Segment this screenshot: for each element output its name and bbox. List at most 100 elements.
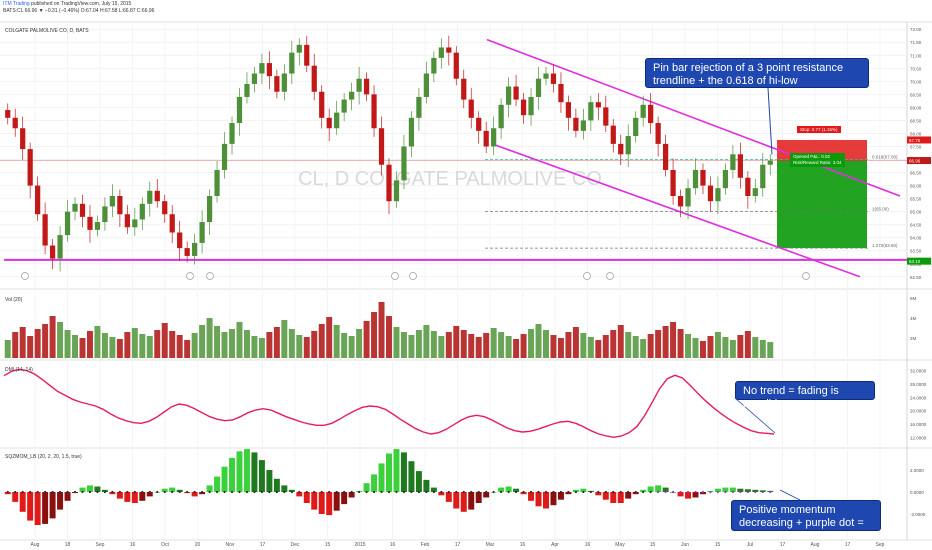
- candle-body: [760, 164, 766, 189]
- dmi-axis: 32.0000 28.0000 24.0000 20.0000 16.0000 12.00…: [910, 369, 927, 441]
- x-tick-label: May: [615, 542, 625, 548]
- squeeze-dot: [425, 490, 428, 494]
- momentum-bar: [12, 492, 19, 502]
- volume-bar: [281, 320, 288, 358]
- candle-body: [715, 188, 721, 202]
- squeeze-dot: [163, 490, 166, 494]
- event-marker: [186, 272, 194, 280]
- brand-link[interactable]: ITM Trading: [3, 1, 30, 7]
- candle-body: [431, 57, 437, 74]
- squeeze-dot: [29, 490, 32, 494]
- support-trendline: [491, 143, 861, 278]
- squeeze-dot: [559, 490, 563, 494]
- volume-bar: [445, 332, 452, 358]
- momentum-bar: [595, 492, 602, 496]
- volume-bar: [483, 333, 490, 358]
- volume-bar: [647, 334, 654, 358]
- momentum-bar: [535, 492, 542, 507]
- squeeze-dot: [253, 490, 256, 494]
- squeeze-dot: [522, 490, 525, 494]
- squeeze-dot: [724, 490, 727, 494]
- volume-bar: [363, 321, 370, 358]
- momentum-bar: [572, 489, 579, 492]
- candle-body: [363, 78, 370, 95]
- candle-body: [461, 78, 467, 100]
- squeeze-dot: [275, 490, 278, 494]
- x-tick-label: 17: [780, 542, 786, 548]
- momentum-bar: [236, 451, 243, 492]
- momentum-bar: [625, 492, 632, 499]
- price-badge: [907, 257, 931, 265]
- momentum-bar: [348, 492, 355, 498]
- volume-bar: [550, 335, 557, 358]
- volume-panel-title: Vol (20): [5, 297, 23, 303]
- squeeze-dot: [118, 490, 121, 494]
- momentum-bar: [64, 492, 71, 501]
- squeeze-dot: [298, 490, 301, 494]
- momentum-bar: [438, 492, 445, 496]
- volume-bar: [468, 334, 475, 358]
- candle-body: [483, 130, 489, 147]
- momentum-bar: [714, 488, 721, 492]
- momentum-bar: [79, 487, 86, 492]
- squeeze-dot: [290, 490, 293, 494]
- price-tick-label: 72.00: [910, 27, 922, 32]
- candle-body: [685, 188, 691, 207]
- volume-tick-label: 2M: [910, 336, 917, 341]
- candles: [5, 35, 773, 272]
- squeeze-dot: [103, 490, 107, 494]
- volume-bar: [221, 332, 228, 358]
- candle-body: [147, 190, 153, 204]
- squeeze-dot: [582, 490, 585, 494]
- fib-label: 1.272(63.60): [872, 243, 898, 248]
- squeeze-dot: [126, 490, 129, 494]
- price-tick-label: 66.00: [910, 184, 922, 189]
- squeeze-dot: [395, 490, 398, 494]
- volume-bar: [415, 330, 422, 358]
- x-tick-label: Feb: [421, 542, 430, 548]
- price-badge: [907, 136, 931, 144]
- volume-bar: [169, 331, 176, 358]
- squeeze-dot: [597, 490, 600, 494]
- momentum-bar: [116, 492, 123, 499]
- momentum-bar: [4, 492, 11, 495]
- volume-bar: [42, 324, 49, 358]
- volume-bar: [124, 332, 131, 358]
- candle-body: [677, 196, 684, 207]
- momentum-bar: [610, 492, 617, 503]
- momentum-bar: [400, 452, 407, 492]
- momentum-bar: [191, 492, 198, 497]
- momentum-bar: [543, 492, 549, 509]
- candle-body: [745, 177, 751, 196]
- squeeze-dot: [552, 490, 555, 494]
- candle-body: [700, 169, 706, 186]
- candle-body: [221, 143, 228, 170]
- event-marker: [206, 272, 214, 280]
- candle-body: [550, 73, 557, 84]
- squeeze-dot: [470, 490, 473, 494]
- volume-bar: [520, 334, 527, 358]
- momentum-bar: [176, 489, 183, 492]
- volume-bar: [640, 339, 647, 358]
- candle-body: [57, 235, 63, 259]
- volume-bar: [460, 330, 467, 358]
- x-tick-label: 17: [845, 542, 851, 548]
- volume-bar: [191, 333, 198, 358]
- momentum-bar: [445, 492, 452, 502]
- candle-body: [446, 47, 452, 53]
- momentum-bar: [647, 486, 654, 492]
- volume-bar: [79, 338, 86, 358]
- candle-body: [618, 143, 624, 155]
- squeeze-dot: [283, 490, 286, 494]
- candle-body: [349, 91, 355, 100]
- squeeze-dot: [350, 490, 353, 494]
- candle-body: [401, 146, 407, 181]
- candle-body: [737, 154, 743, 178]
- squeeze-dot: [372, 490, 376, 494]
- volume-bar: [86, 331, 93, 358]
- dmi-tick-label: 20.0000: [910, 409, 927, 414]
- volume-bar: [722, 337, 729, 358]
- callout-pin-bar: Pin bar rejection of a 3 point resistanc…: [645, 58, 869, 88]
- candle-body: [625, 136, 631, 155]
- x-tick-label: 17: [455, 542, 461, 548]
